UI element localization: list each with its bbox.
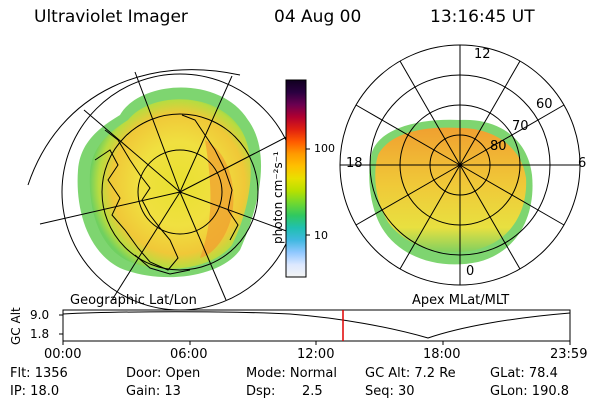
altitude-ytick-1-8: 1.8 <box>30 327 50 341</box>
colorbar-tick-10: 10 <box>314 229 328 242</box>
geographic-longitude: GLon: 190.8 <box>490 384 570 399</box>
geographic-caption: Geographic Lat/Lon <box>70 293 197 308</box>
geographic-map <box>27 69 301 311</box>
gain-value: Gain: 13 <box>126 384 181 399</box>
door-status: Door: Open <box>126 366 201 381</box>
instrument-title: Ultraviolet Imager <box>34 7 188 27</box>
mlt-label-18: 18 <box>346 156 363 171</box>
ip-value: IP: 18.0 <box>10 384 60 399</box>
time-label: 13:16:45 UT <box>430 7 535 27</box>
colorbar <box>285 79 310 278</box>
altitude-ylabel: GC Alt <box>9 307 23 345</box>
altitude-plot <box>59 309 571 345</box>
altitude-xtick-0000: 00:00 <box>44 347 82 362</box>
dsp-label: Dsp: <box>246 384 276 399</box>
mlat-label-80: 80 <box>490 139 507 154</box>
mode-status: Mode: Normal <box>246 366 337 381</box>
geographic-latitude: GLat: 78.4 <box>490 366 558 381</box>
mlat-label-60: 60 <box>536 97 553 112</box>
mlt-label-6: 6 <box>578 156 587 171</box>
apex-caption: Apex MLat/MLT <box>412 293 510 308</box>
mlt-label-0: 0 <box>466 264 475 279</box>
polar-mlt-plot <box>339 44 581 286</box>
altitude-xtick-1200: 12:00 <box>297 347 335 362</box>
altitude-curve <box>62 311 571 339</box>
colorbar-unit-label: photon cm⁻²s⁻¹ <box>271 151 285 244</box>
altitude-xtick-2359: 23:59 <box>550 347 588 362</box>
mlat-label-70: 70 <box>512 119 529 134</box>
date-label: 04 Aug 00 <box>274 7 362 27</box>
flight-number: Flt: 1356 <box>10 366 68 381</box>
sequence-number: Seq: 30 <box>365 384 415 399</box>
gc-altitude: GC Alt: 7.2 Re <box>365 366 456 381</box>
colorbar-tick-100: 100 <box>314 142 335 155</box>
altitude-xtick-0600: 06:00 <box>170 347 208 362</box>
altitude-xtick-1800: 18:00 <box>423 347 461 362</box>
mlt-label-12: 12 <box>474 47 491 62</box>
dsp-value: 2.5 <box>302 384 323 399</box>
altitude-ytick-9: 9.0 <box>30 308 50 322</box>
